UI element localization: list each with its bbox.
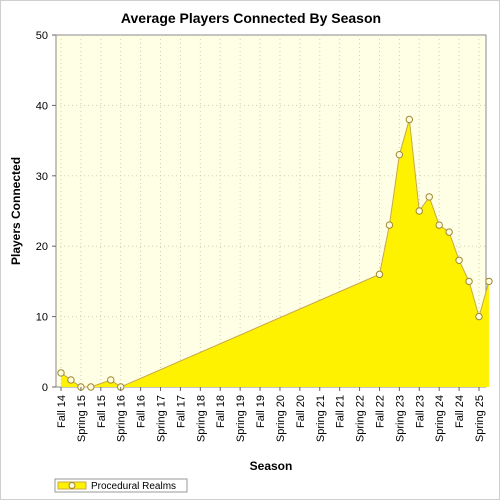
y-axis-label: Players Connected xyxy=(9,157,23,265)
series-area-fill xyxy=(61,119,489,387)
x-tick-label: Spring 16 xyxy=(116,395,128,442)
x-tick-label: Spring 22 xyxy=(355,395,367,442)
x-tick-label: Spring 19 xyxy=(235,395,247,442)
y-tick-label: 10 xyxy=(36,312,48,324)
x-ticks: Fall 14 Spring 15 Fall 15 Spring 16 Fall 16 S… xyxy=(56,387,486,442)
data-point xyxy=(435,221,443,229)
x-tick-label: Fall 18 xyxy=(215,395,227,428)
data-point xyxy=(415,207,423,215)
x-tick-label: Fall 14 xyxy=(56,395,68,428)
chart-title: Average Players Connected By Season xyxy=(121,10,381,26)
x-tick-label: Spring 24 xyxy=(434,395,446,442)
legend: Procedural Realms xyxy=(54,478,188,493)
data-point xyxy=(465,277,473,286)
data-point xyxy=(475,312,483,321)
x-tick-label: Fall 16 xyxy=(136,395,148,428)
y-ticks: 0 10 20 30 40 50 xyxy=(36,30,56,394)
data-point xyxy=(57,369,65,377)
x-tick-label: Fall 22 xyxy=(374,395,386,428)
x-tick-label: Spring 18 xyxy=(195,395,207,442)
x-tick-label: Fall 15 xyxy=(96,395,108,428)
data-point xyxy=(445,228,453,236)
data-point xyxy=(87,383,95,391)
data-point xyxy=(455,256,463,264)
data-point xyxy=(107,376,115,384)
y-tick-label: 30 xyxy=(36,171,48,183)
legend-marker-icon xyxy=(68,482,76,489)
x-axis-label: Season xyxy=(250,459,293,473)
data-point xyxy=(395,150,404,159)
x-tick-label: Spring 21 xyxy=(315,395,327,442)
y-tick-label: 40 xyxy=(36,100,48,112)
y-tick-label: 0 xyxy=(42,382,48,394)
y-tick-label: 20 xyxy=(36,241,48,253)
legend-label: Procedural Realms xyxy=(91,481,176,492)
legend-box xyxy=(54,478,188,493)
x-tick-label: Spring 20 xyxy=(275,395,287,442)
x-tick-label: Spring 23 xyxy=(394,395,406,442)
data-point xyxy=(385,221,394,229)
x-tick-label: Fall 20 xyxy=(295,395,307,428)
x-tick-label: Spring 25 xyxy=(474,395,486,442)
x-tick-label: Fall 19 xyxy=(255,395,267,428)
data-point xyxy=(67,376,75,384)
x-tick-label: Spring 17 xyxy=(156,395,168,442)
data-point xyxy=(405,115,414,124)
y-tick-label: 50 xyxy=(36,30,48,42)
x-tick-label: Fall 23 xyxy=(414,395,426,428)
x-tick-label: Fall 17 xyxy=(175,395,187,428)
data-point xyxy=(485,277,493,286)
x-tick-label: Fall 21 xyxy=(335,395,347,428)
markers-layer xyxy=(57,115,493,391)
x-tick-label: Spring 15 xyxy=(76,395,88,442)
x-tick-label: Fall 24 xyxy=(454,395,466,428)
data-point xyxy=(375,270,384,279)
data-point xyxy=(425,193,433,201)
